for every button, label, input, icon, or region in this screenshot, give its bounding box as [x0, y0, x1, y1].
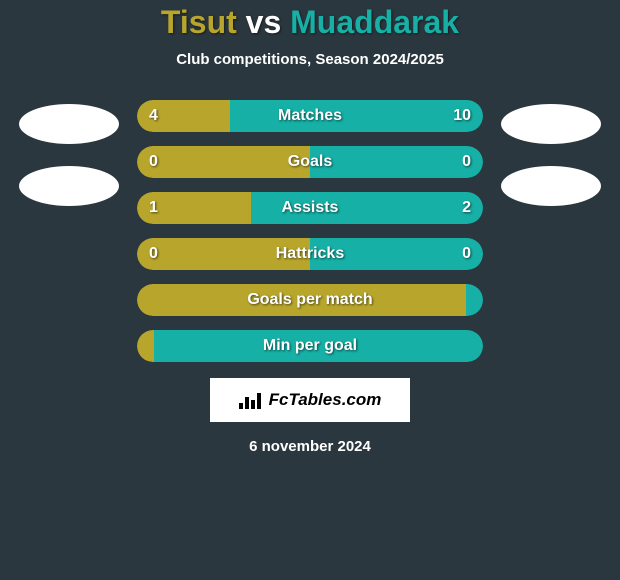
bar-fill-left [137, 330, 154, 362]
bar-value-right: 0 [462, 153, 471, 171]
chart-area: Matches410Goals00Assists12Hattricks00Goa… [0, 100, 620, 362]
avatars-right [501, 100, 601, 206]
date: 6 november 2024 [249, 438, 371, 455]
stat-bar-row: Min per goal [137, 330, 483, 362]
stat-bar-row: Matches 4 10 [137, 100, 483, 132]
subtitle: Club competitions, Season 2024/2025 [176, 51, 444, 68]
title-vs: vs [246, 4, 282, 40]
stat-bar-row: Hattricks 0 0 [137, 238, 483, 270]
avatars-left [19, 100, 119, 206]
logo-text: FcTables.com [269, 390, 382, 410]
bar-value-left: 0 [149, 245, 158, 263]
bar-fill-left [137, 146, 310, 178]
logo-box: FcTables.com [210, 378, 410, 422]
bar-value-right: 2 [462, 199, 471, 217]
avatar-player1-top [19, 104, 119, 144]
bar-fill-right [466, 284, 483, 316]
avatar-player2-top [501, 104, 601, 144]
bar-value-left: 1 [149, 199, 158, 217]
bar-value-left: 0 [149, 153, 158, 171]
bar-label: Goals per match [247, 291, 372, 309]
bar-label: Goals [288, 153, 332, 171]
bar-label: Min per goal [263, 337, 357, 355]
stat-bar-row: Goals 0 0 [137, 146, 483, 178]
bar-chart-icon [239, 391, 263, 409]
avatar-player2-bottom [501, 166, 601, 206]
bar-label: Matches [278, 107, 342, 125]
avatar-player1-bottom [19, 166, 119, 206]
bar-value-right: 0 [462, 245, 471, 263]
title: Tisut vs Muaddarak [161, 4, 459, 41]
bar-value-left: 4 [149, 107, 158, 125]
bar-label: Assists [282, 199, 339, 217]
comparison-infographic: Tisut vs Muaddarak Club competitions, Se… [0, 0, 620, 580]
bar-label: Hattricks [276, 245, 344, 263]
stat-bars: Matches410Goals00Assists12Hattricks00Goa… [137, 100, 483, 362]
bar-fill-right [230, 100, 483, 132]
stat-bar-row: Goals per match [137, 284, 483, 316]
title-player1: Tisut [161, 4, 237, 40]
bar-fill-right [310, 146, 483, 178]
stat-bar-row: Assists 1 2 [137, 192, 483, 224]
bar-value-right: 10 [453, 107, 471, 125]
title-player2: Muaddarak [290, 4, 459, 40]
